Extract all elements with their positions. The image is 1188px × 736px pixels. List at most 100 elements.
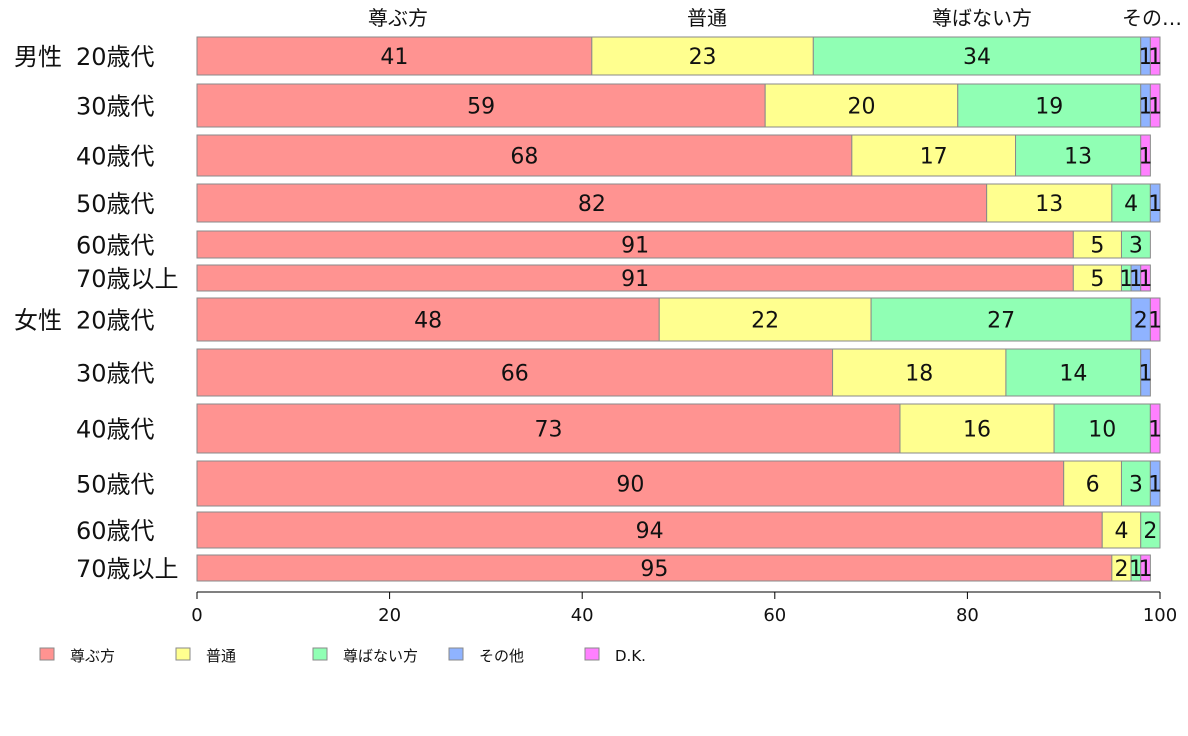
bar-value-label: 34 (963, 45, 991, 70)
bar-value-label: 1 (1139, 145, 1153, 170)
x-tick-label: 80 (956, 605, 979, 626)
bar-segment (1149, 460, 1161, 507)
bar-value-label: 1 (1148, 95, 1162, 120)
bar-segment (957, 83, 1142, 128)
x-tick-label: 60 (763, 605, 786, 626)
bar-value-label: 1 (1148, 473, 1162, 498)
bar-segment (1063, 460, 1122, 507)
bar-row: 90 6 3 1 (196, 460, 1162, 507)
bar-value-label: 73 (534, 418, 562, 443)
bar-value-label: 5 (1090, 267, 1104, 292)
legend-label: その他 (479, 647, 524, 665)
bar-segment (986, 183, 1113, 223)
bar-value-label: 13 (1035, 192, 1063, 217)
legend-swatch (175, 647, 191, 661)
bar-segment (1149, 36, 1161, 76)
legend-label: 普通 (206, 647, 236, 665)
bar-value-label: 1 (1119, 267, 1133, 292)
bar-segment (196, 183, 988, 223)
bar-value-label: 1 (1148, 45, 1162, 70)
row-label: 70歳以上 (76, 265, 179, 293)
row-label: 40歳代 (76, 143, 155, 171)
legend-swatch (448, 647, 464, 661)
series-header-label: その… (1122, 6, 1182, 30)
bar-value-label: 19 (1035, 95, 1063, 120)
bar-segment (1053, 403, 1151, 454)
bar-row: 94 4 2 (196, 511, 1161, 549)
bar-value-label: 4 (1124, 192, 1138, 217)
series-header-label: 尊ぶ方 (368, 6, 428, 30)
bar-segment (832, 348, 1007, 397)
row-label: 20歳代 (76, 307, 155, 335)
x-tick-label: 100 (1143, 605, 1177, 626)
bar-value-label: 16 (963, 418, 991, 443)
bar-row: 95 2 11 (196, 554, 1153, 582)
bar-segment (1140, 348, 1151, 397)
series-header-label: 尊ばない方 (932, 6, 1032, 30)
legend: 尊ぶ方 普通 尊ばない方 その他 D.K. (39, 647, 646, 665)
bar-value-label: 27 (987, 309, 1015, 334)
row-label: 20歳代 (76, 43, 155, 71)
bar-value-label: 3 (1129, 473, 1143, 498)
bar-row: 68 17 13 1 (196, 134, 1153, 177)
row-label: 30歳代 (76, 93, 155, 121)
bar-segment (1149, 403, 1161, 454)
bar-segment (764, 83, 959, 128)
group-label: 女性 (14, 307, 62, 335)
bar-value-label: 1 (1148, 309, 1162, 334)
bar-segment (1120, 230, 1151, 259)
bar-segment (1149, 183, 1161, 223)
bar-segment (196, 134, 853, 177)
bar-value-label: 2 (1114, 557, 1128, 582)
bar-value-label: 68 (510, 145, 538, 170)
bar-value-label: 91 (621, 267, 649, 292)
row-label: 60歳代 (76, 232, 155, 260)
bar-value-label: 1 (1139, 267, 1153, 292)
bar-row: 91 5 111 (196, 264, 1153, 292)
bar-segment (1072, 230, 1122, 259)
bar-segment (1140, 134, 1151, 177)
bar-value-label: 17 (920, 145, 948, 170)
bar-segment (870, 297, 1132, 342)
bar-segment (196, 403, 901, 454)
bar-value-label: 1 (1129, 267, 1143, 292)
bar-value-label: 23 (689, 45, 717, 70)
bar-value-label: 1 (1129, 557, 1143, 582)
bar-row: 48 22 27 2 1 (196, 297, 1162, 342)
legend-swatch (312, 647, 328, 661)
bar-value-label: 59 (467, 95, 495, 120)
bar-segment (1140, 511, 1161, 549)
bar-segment (196, 348, 834, 397)
bar-row: 59 20 19 11 (196, 83, 1162, 128)
row-label: 50歳代 (76, 190, 155, 218)
legend-label: 尊ばない方 (343, 647, 418, 665)
bar-row: 82 13 4 1 (196, 183, 1162, 223)
bar-segment (196, 83, 766, 128)
x-axis: 0 20 40 60 80 100 (191, 591, 1177, 626)
bar-segment (1149, 83, 1161, 128)
bar-segment (1101, 511, 1142, 549)
bar-segment (812, 36, 1142, 76)
bar-value-label: 18 (905, 362, 933, 387)
bar-value-label: 90 (616, 473, 644, 498)
bar-segment (1149, 297, 1161, 342)
bar-value-label: 94 (636, 519, 664, 544)
bar-value-label: 4 (1114, 519, 1128, 544)
legend-label: D.K. (615, 647, 646, 665)
bar-value-label: 41 (380, 45, 408, 70)
bar-row: 73 16 10 1 (196, 403, 1162, 454)
bar-segment (196, 511, 1103, 549)
bar-value-label: 82 (578, 192, 606, 217)
group-label: 男性 (14, 43, 62, 71)
bar-row: 91 5 3 (196, 230, 1151, 259)
row-label: 30歳代 (76, 360, 155, 388)
bar-segment (1072, 264, 1122, 292)
bar-row: 66 18 14 1 (196, 348, 1153, 397)
bar-value-label: 1 (1148, 192, 1162, 217)
bar-value-label: 3 (1129, 234, 1143, 259)
row-label: 50歳代 (76, 471, 155, 499)
bar-value-label: 5 (1090, 234, 1104, 259)
bar-value-label: 2 (1143, 519, 1157, 544)
